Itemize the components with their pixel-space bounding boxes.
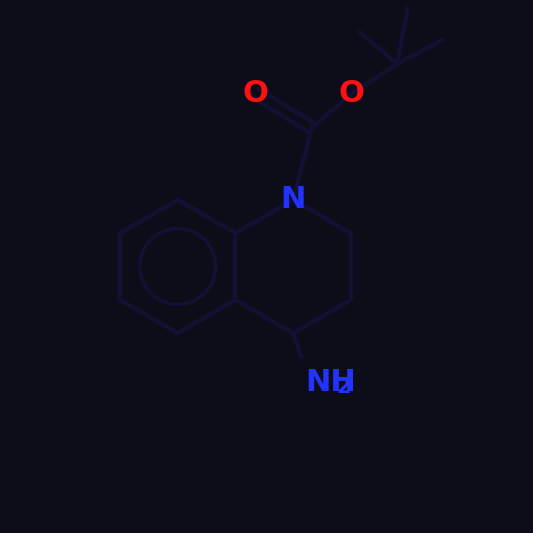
Text: O: O	[243, 79, 269, 108]
Text: N: N	[280, 185, 306, 214]
Text: NH: NH	[305, 368, 356, 397]
Text: O: O	[339, 79, 365, 108]
Text: 2: 2	[337, 377, 351, 398]
